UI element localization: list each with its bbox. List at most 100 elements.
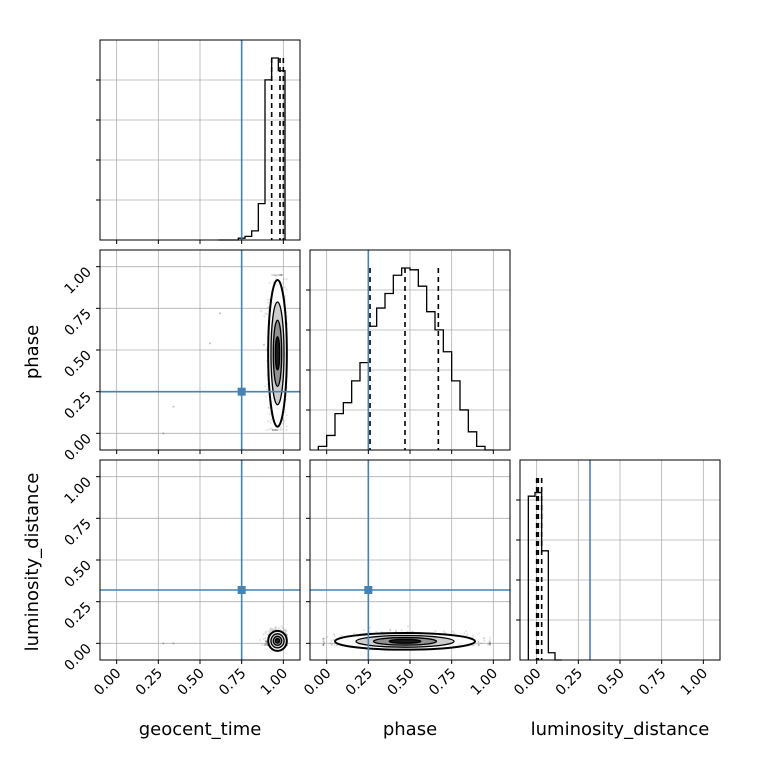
sample-point <box>269 630 272 633</box>
sample-point <box>400 629 403 632</box>
sample-point <box>266 383 269 386</box>
density-contour <box>274 637 281 644</box>
density-contour <box>388 638 422 644</box>
x-tick-label: 0.25 <box>133 666 166 699</box>
sample-point <box>271 429 274 431</box>
sample-point <box>394 629 397 632</box>
x-tick-label: 1.00 <box>258 666 291 699</box>
sample-point <box>453 632 456 635</box>
x-tick-label: 1.00 <box>678 666 711 699</box>
sample-point <box>274 274 277 276</box>
x-axis-label-geocent-time: geocent_time <box>139 719 262 740</box>
sample-point <box>264 385 267 388</box>
sample-point <box>264 639 267 642</box>
sample-point <box>271 628 274 631</box>
sample-point <box>285 288 288 291</box>
sample-point <box>434 630 437 633</box>
sample-point <box>335 644 338 646</box>
sample-point <box>285 425 288 428</box>
x-tick-label: 0.00 <box>511 666 544 699</box>
sample-point <box>264 637 267 640</box>
sample-point <box>283 419 286 422</box>
sample-point <box>284 630 287 633</box>
panel-border <box>99 459 301 661</box>
sample-point <box>265 640 268 643</box>
sample-point <box>406 625 409 628</box>
sample-point <box>406 630 409 633</box>
y-axis-label-phase: phase <box>22 325 43 379</box>
y-tick-label: 0.75 <box>61 516 94 549</box>
sample-point <box>332 638 335 641</box>
sample-point <box>322 640 325 643</box>
sample-point <box>262 633 265 636</box>
sample-point <box>280 428 283 431</box>
sample-point <box>276 429 279 431</box>
sample-point <box>329 641 332 644</box>
sample-point <box>276 274 279 276</box>
sample-point <box>451 630 454 633</box>
x-tick-label: 0.50 <box>174 666 207 699</box>
truth-marker <box>237 387 246 396</box>
sample-point <box>277 274 280 276</box>
sample-point <box>330 639 333 642</box>
sample-point <box>322 640 325 643</box>
sample-point <box>489 642 491 645</box>
sample-point <box>280 625 283 628</box>
sample-point <box>274 429 277 431</box>
sample-point <box>264 631 267 634</box>
scatter-geocent-time-vs-phase: 0.00 0.25 0.50 0.75 1.00 <box>61 249 301 464</box>
sample-point <box>285 629 288 632</box>
sample-point <box>330 643 333 646</box>
sample-point <box>473 644 476 646</box>
sample-point <box>219 312 221 315</box>
x-tick-label: 0.00 <box>91 666 124 699</box>
sample-point <box>464 629 467 632</box>
y-tick-label: 0.00 <box>61 431 94 464</box>
sample-point <box>489 642 491 645</box>
x-tick-label: 0.75 <box>636 666 669 699</box>
y-tick-label: 0.25 <box>61 389 94 422</box>
sample-point <box>275 275 278 278</box>
sample-point <box>280 274 283 276</box>
truth-marker <box>364 586 373 594</box>
sample-point <box>279 429 282 431</box>
sample-point <box>265 313 268 316</box>
sample-point <box>322 638 325 641</box>
sample-points <box>162 274 288 435</box>
sample-point <box>411 630 414 633</box>
x-axis-label-phase: phase <box>383 719 437 740</box>
panel-border <box>309 249 511 451</box>
sample-point <box>322 643 325 646</box>
sample-point <box>477 640 480 643</box>
sample-point <box>353 632 356 635</box>
sample-point <box>284 628 287 631</box>
sample-point <box>265 630 268 633</box>
sample-point <box>323 641 326 644</box>
y-axis-label-luminosity-distance: luminosity_distance <box>22 473 43 652</box>
y-tick-label: 0.50 <box>61 348 94 381</box>
sample-point <box>264 644 267 646</box>
sample-point <box>280 274 283 276</box>
sample-point <box>482 637 485 640</box>
sample-point <box>488 640 491 643</box>
sample-point <box>266 306 269 309</box>
sample-point <box>483 640 486 643</box>
sample-point <box>281 626 284 629</box>
sample-point <box>267 406 270 409</box>
sample-point <box>443 630 446 633</box>
sample-point <box>472 644 475 646</box>
sample-point <box>275 429 278 431</box>
sample-point <box>262 343 265 346</box>
sample-point <box>271 429 274 431</box>
sample-point <box>273 429 276 431</box>
sample-point <box>279 426 282 429</box>
sample-point <box>172 642 175 645</box>
y-tick-label: 0.25 <box>61 599 94 632</box>
sample-point <box>274 429 277 431</box>
sample-points <box>162 625 288 652</box>
sample-point <box>283 286 286 289</box>
sample-point <box>265 644 268 646</box>
sample-point <box>172 405 175 408</box>
sample-point <box>269 421 272 424</box>
sample-point <box>274 626 277 629</box>
